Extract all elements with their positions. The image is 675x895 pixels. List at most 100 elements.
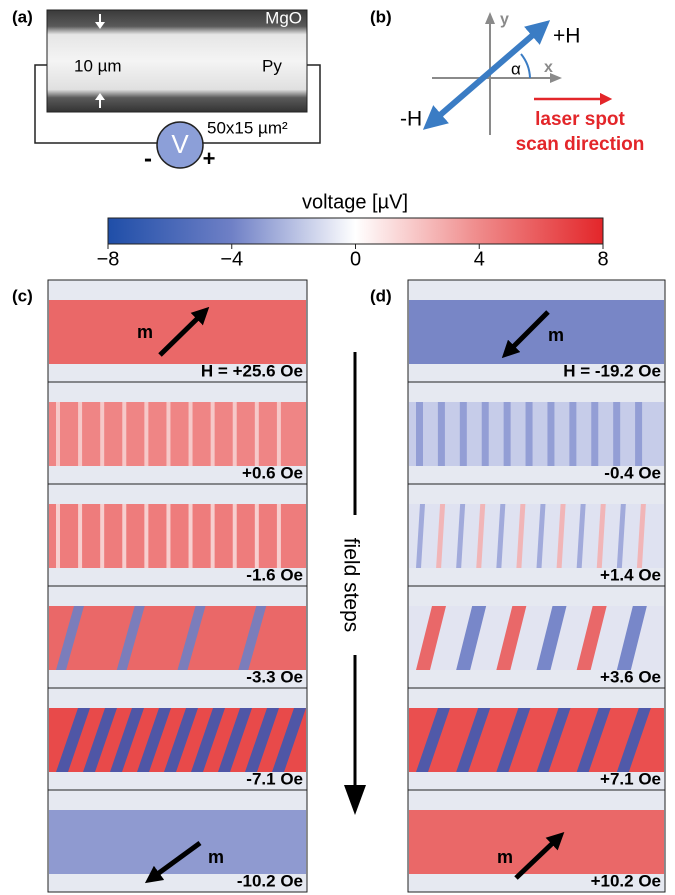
domain-stripe — [164, 708, 198, 772]
domain-stripe — [100, 402, 105, 466]
panel-label: (d) — [370, 286, 392, 305]
voltage-band — [49, 300, 306, 364]
domain-stripe — [616, 606, 647, 670]
film-label: Py — [262, 56, 282, 75]
angle-arc — [520, 53, 531, 79]
domain-stripe — [100, 504, 105, 568]
domain-stripe — [276, 402, 281, 466]
domain-stripe — [122, 402, 127, 466]
domain-stripe — [210, 504, 215, 568]
field-label: -0.4 Oe — [604, 463, 661, 482]
domain-stripe — [616, 708, 651, 772]
field-label: +3.6 Oe — [600, 667, 661, 686]
field-label: +H — [553, 25, 580, 48]
voltage-band — [49, 606, 306, 670]
axis-heads — [485, 12, 562, 83]
domain-stripe — [613, 402, 621, 466]
domain-stripe — [110, 708, 144, 772]
domain-stripe — [437, 402, 445, 466]
magnetization-arrow — [501, 310, 550, 359]
domain-stripe — [188, 402, 193, 466]
domain-stripe — [459, 402, 467, 466]
magnetization-label: m — [497, 847, 513, 867]
domain-stripe — [636, 504, 646, 568]
domain-stripe — [496, 708, 531, 772]
domain-stripe — [496, 504, 506, 568]
colorbar-tick-label: 0 — [350, 248, 361, 270]
width-label: 10 µm — [74, 56, 122, 75]
domain-stripe — [56, 708, 90, 772]
colorbar-tick-label: −4 — [220, 248, 243, 270]
axis-label: y — [500, 11, 509, 28]
domain-stripe — [416, 708, 450, 772]
domain-stripe — [56, 504, 60, 568]
domain-stripe — [254, 504, 259, 568]
colorbar-tick-label: 4 — [474, 248, 485, 270]
steps-label: field steps — [339, 538, 362, 633]
magnetization-label: m — [208, 847, 224, 867]
domain-stripe — [122, 504, 127, 568]
domain-stripe — [556, 504, 566, 568]
domain-stripe — [137, 708, 171, 772]
domain-stripe — [536, 606, 567, 670]
domain-stripe — [503, 402, 511, 466]
domain-stripe — [616, 504, 626, 568]
scan-label: laser spot — [535, 109, 625, 130]
circuit — [34, 64, 321, 144]
domain-stripe — [416, 504, 425, 568]
domain-stripe — [591, 402, 599, 466]
domain-stripe — [191, 708, 225, 772]
domain-stripe — [83, 708, 117, 772]
domain-stripe — [78, 402, 83, 466]
voltage-band — [409, 402, 664, 466]
domain-stripe — [476, 504, 486, 568]
domain-stripe — [116, 606, 145, 670]
angle-label: α — [511, 59, 521, 78]
voltage-band — [49, 504, 306, 568]
domain-stripe — [218, 708, 252, 772]
domain-stripe — [272, 708, 306, 772]
domain-stripe — [416, 606, 446, 670]
voltage-band — [409, 300, 664, 364]
steps-arrowhead — [344, 785, 366, 815]
layer-label: MgO — [265, 8, 302, 27]
magnetization-label: m — [548, 325, 564, 345]
domain-stripe — [635, 402, 643, 466]
magnetization-label: m — [137, 322, 153, 342]
domain-stripe — [596, 504, 606, 568]
magnetization-arrow — [144, 840, 202, 884]
domain-stripe — [144, 504, 149, 568]
domain-stripe — [576, 606, 607, 670]
voltmeter-label: V — [171, 129, 189, 159]
panel-label: (b) — [370, 7, 392, 26]
voltage-band — [49, 810, 306, 874]
domain-stripe — [525, 402, 533, 466]
field-label: +7.1 Oe — [600, 769, 661, 788]
field-label: -10.2 Oe — [237, 871, 303, 890]
domain-stripe — [232, 504, 237, 568]
field-label: -1.6 Oe — [246, 565, 303, 584]
domain-stripe — [56, 402, 60, 466]
domain-stripe — [166, 504, 171, 568]
domain-stripe — [238, 606, 267, 670]
domain-stripe — [166, 402, 171, 466]
axis-label: x — [544, 59, 553, 76]
field-label: +0.6 Oe — [242, 463, 303, 482]
colorbar — [107, 217, 604, 245]
voltage-band — [409, 810, 664, 874]
domain-stripe — [576, 708, 611, 772]
plus-terminal: + — [203, 146, 216, 171]
field-label: -H — [400, 108, 422, 131]
field-label: -3.3 Oe — [246, 667, 303, 686]
domain-stripe — [456, 606, 487, 670]
domain-stripe — [144, 402, 149, 466]
domain-stripe — [56, 606, 84, 670]
domain-stripe — [436, 504, 446, 568]
voltage-band — [49, 402, 306, 466]
domain-stripe — [536, 504, 546, 568]
domain-stripe — [481, 402, 489, 466]
field-label: +1.4 Oe — [600, 565, 661, 584]
domain-stripe — [276, 504, 281, 568]
domain-stripe — [547, 402, 555, 466]
